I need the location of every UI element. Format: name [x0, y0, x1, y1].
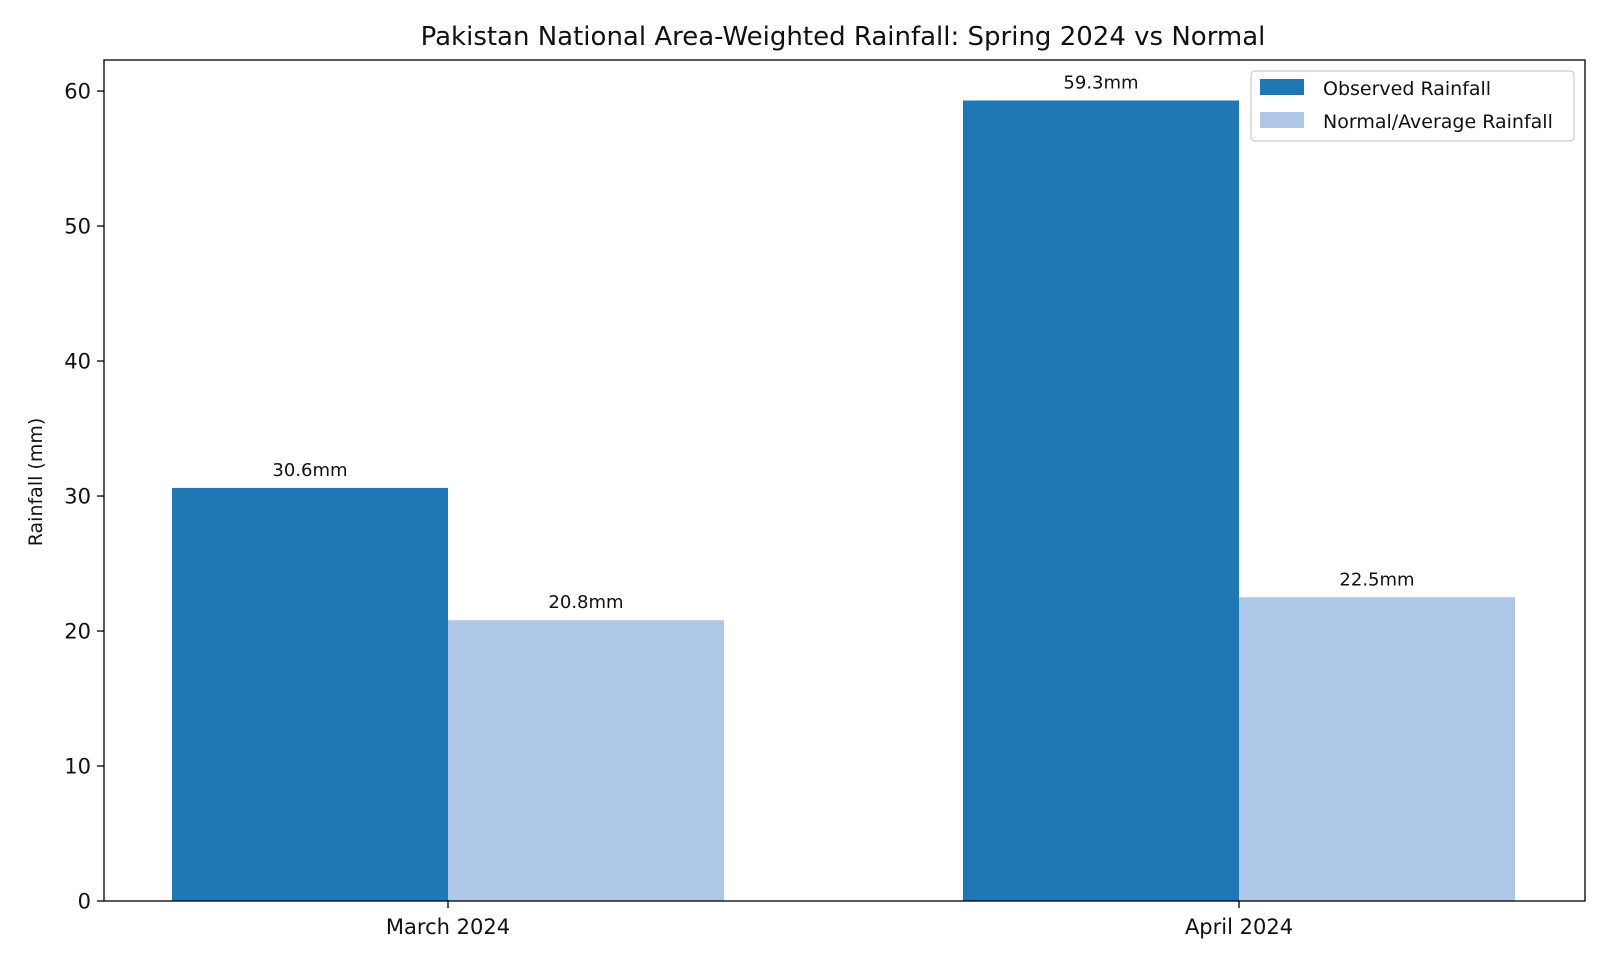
bar-observed-rainfall	[172, 487, 448, 901]
bar-normal-average-rainfall	[1239, 597, 1515, 901]
legend-label-observed-rainfall: Observed Rainfall	[1323, 78, 1491, 100]
legend-swatch-normal-average-rainfall	[1260, 112, 1304, 128]
y-axis-ticks: 0 10 20 30 40 50 60	[64, 80, 104, 914]
y-tick-label: 10	[64, 755, 91, 779]
data-label-normal-average-rainfall: 20.8mm	[548, 592, 623, 613]
y-tick-label: 50	[64, 215, 91, 239]
data-label-observed-rainfall: 30.6mm	[272, 460, 347, 481]
y-tick-label: 40	[64, 350, 91, 374]
y-tick-label: 20	[64, 620, 91, 644]
x-tick-label: April 2024	[1185, 915, 1293, 939]
data-label-normal-average-rainfall: 22.5mm	[1339, 569, 1414, 590]
data-label-observed-rainfall: 59.3mm	[1063, 72, 1138, 93]
bars-group	[172, 100, 1515, 902]
y-tick-label: 30	[64, 485, 91, 509]
bar-observed-rainfall	[963, 100, 1239, 902]
x-tick-label: March 2024	[386, 915, 510, 939]
y-tick-label: 0	[78, 890, 91, 914]
legend-label-normal-average-rainfall: Normal/Average Rainfall	[1323, 111, 1553, 133]
legend: Observed Rainfall Normal/Average Rainfal…	[1250, 70, 1575, 142]
legend-frame	[1250, 70, 1575, 142]
data-labels-group: 30.6mm 20.8mm 59.3mm 22.5mm	[272, 72, 1414, 613]
x-axis-ticks: March 2024 April 2024	[386, 901, 1293, 939]
y-tick-label: 60	[64, 80, 91, 104]
bar-normal-average-rainfall	[448, 620, 724, 901]
legend-swatch-observed-rainfall	[1260, 79, 1304, 95]
chart-title: Pakistan National Area-Weighted Rainfall…	[421, 22, 1266, 52]
y-axis-label: Rainfall (mm)	[25, 418, 47, 547]
plot-area-frame	[103, 59, 1586, 902]
